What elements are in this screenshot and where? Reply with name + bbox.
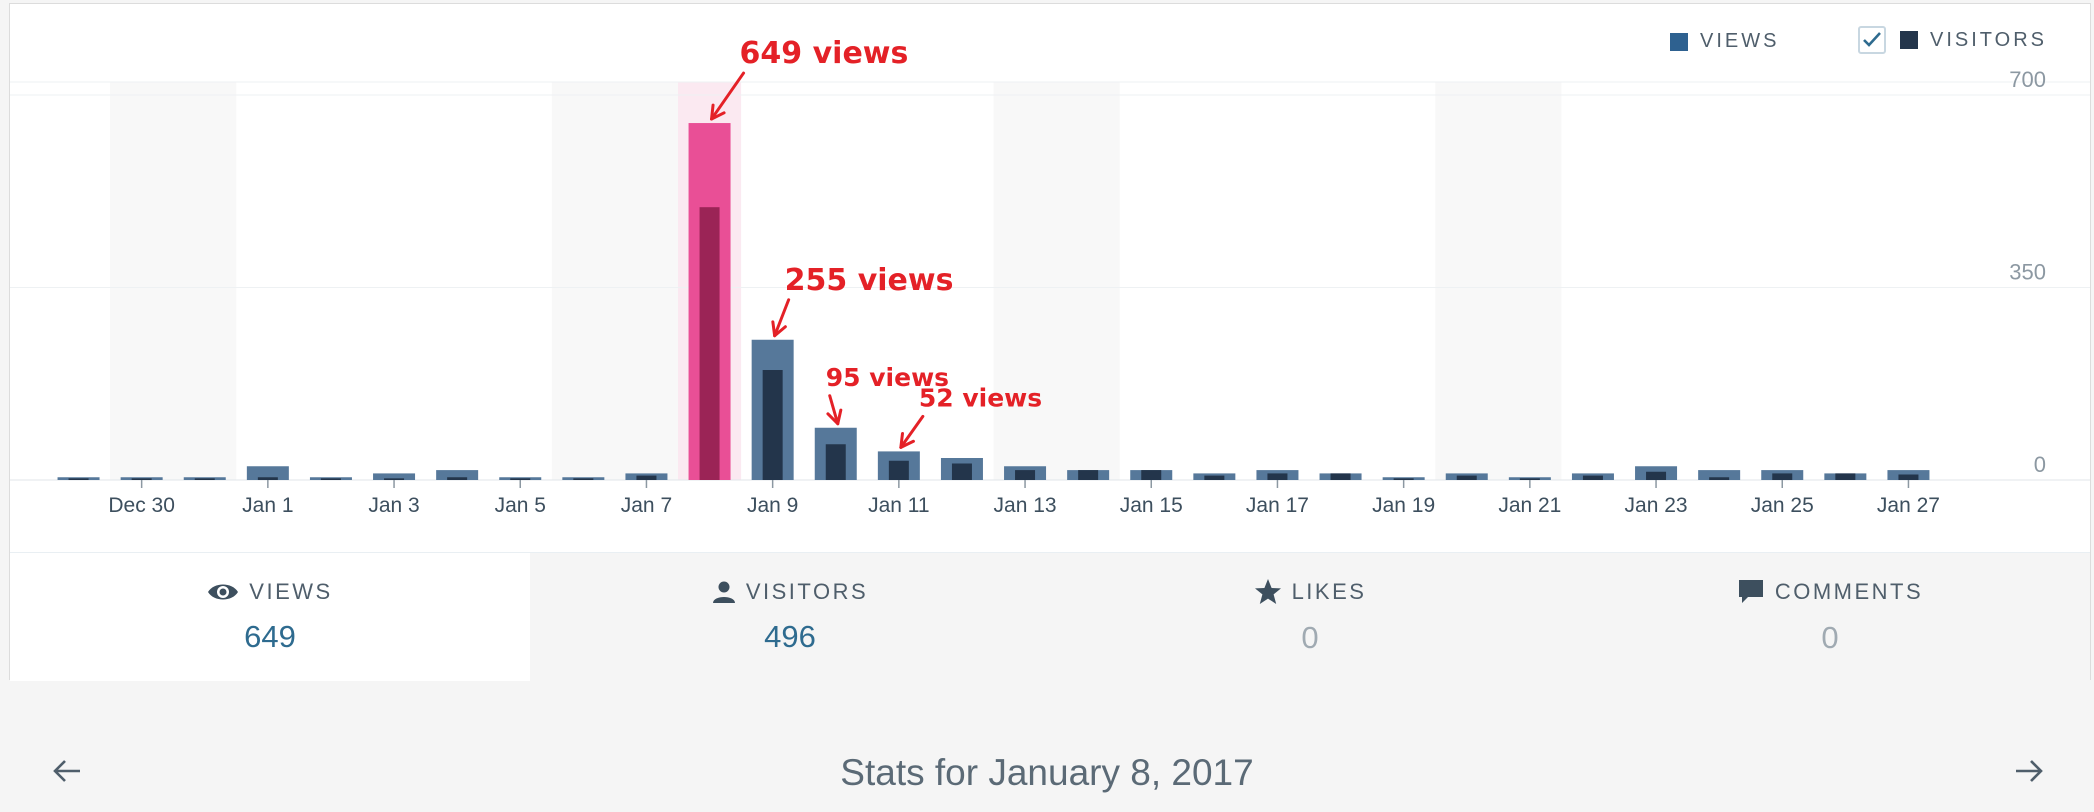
x-tick-label: Jan 7 (621, 494, 672, 517)
visitors-bar (573, 478, 594, 480)
views-swatch (1670, 32, 1688, 51)
visitors-bar (510, 478, 531, 480)
visitors-bar (194, 478, 215, 480)
legend-visitors[interactable]: VISITORS (1858, 26, 2047, 54)
y-tick-label: 700 (2009, 67, 2046, 92)
visitors-bar (762, 370, 783, 480)
person-icon (712, 581, 735, 603)
star-icon (1254, 579, 1281, 604)
visitors-bar (1835, 473, 1856, 480)
annotation-label: 255 views (785, 263, 954, 298)
visitors-bar (888, 460, 909, 480)
x-tick-label: Jan 3 (368, 494, 419, 517)
visitors-bar (1898, 474, 1919, 480)
tab-views[interactable]: VIEWS 649 (10, 553, 530, 681)
x-tick-label: Jan 21 (1498, 494, 1561, 517)
x-tick-label: Jan 23 (1625, 494, 1688, 517)
legend-visitors-label: VISITORS (1930, 28, 2047, 51)
visitors-bar (447, 477, 468, 480)
x-tick-label: Jan 13 (994, 494, 1057, 517)
visitors-bar (1330, 473, 1351, 480)
views-bar (1698, 470, 1741, 480)
tab-views-value: 649 (244, 619, 296, 654)
annotation-label: 95 views (826, 363, 949, 392)
y-tick-label: 0 (2034, 452, 2046, 477)
tab-comments[interactable]: COMMENTS 0 (1570, 553, 2090, 681)
x-tick-label: Jan 19 (1372, 494, 1435, 517)
views-bar (246, 466, 289, 480)
comment-icon (1738, 580, 1763, 603)
visitors-bar (68, 478, 89, 480)
legend-views-label: VIEWS (1700, 30, 1780, 52)
chart-legend: VIEWS VISITORS (10, 4, 2090, 84)
visitors-bar (1772, 473, 1793, 480)
tab-visitors[interactable]: VISITORS 496 (530, 553, 1050, 681)
views-bar (436, 470, 479, 480)
x-tick-label: Jan 9 (747, 494, 798, 517)
visitors-bar (1582, 475, 1603, 480)
bar-chart: 0 350 700 Dec 30 Jan 1 Jan 3 Jan 5 Jan 7 Jan 9 Ja… (10, 36, 2090, 517)
eye-icon (208, 584, 239, 600)
stats-date-title: Stats for January 8, 2017 (840, 752, 1254, 793)
x-tick-label: Dec 30 (108, 494, 175, 517)
weekend-band (993, 82, 1120, 480)
annotation-arrowhead (771, 320, 787, 338)
visitors-bar (1141, 470, 1162, 480)
visitors-bar (1456, 475, 1477, 480)
visitors-bar (1078, 470, 1099, 480)
tab-visitors-label: VISITORS (745, 579, 869, 604)
weekend-band (1435, 82, 1562, 480)
visitors-checkbox[interactable] (1858, 26, 1886, 54)
annotation-arrowhead (710, 103, 726, 121)
x-tick-label: Jan 11 (868, 494, 930, 517)
visitors-bar (1015, 470, 1036, 480)
visitors-bar (384, 478, 405, 480)
x-tick-label: Jan 5 (495, 494, 546, 517)
visitors-bar (131, 478, 152, 480)
y-tick-label: 350 (2009, 260, 2046, 285)
annotation-arrow (828, 394, 840, 426)
tab-visitors-value: 496 (764, 619, 816, 654)
visitors-bar (320, 478, 341, 480)
tab-views-label: VIEWS (249, 579, 333, 604)
visitors-bar (636, 475, 657, 480)
tab-likes[interactable]: LIKES 0 (1050, 553, 1570, 681)
x-tick-label: Jan 27 (1877, 494, 1940, 517)
visitors-bar (1709, 477, 1730, 480)
weekend-band (110, 82, 237, 480)
arrow-left-icon[interactable] (52, 758, 82, 784)
visitors-bar (825, 444, 846, 480)
visitors-bar (1393, 478, 1414, 480)
stats-tabs: VIEWS 649 VISITORS 496 LIKES 0 (10, 552, 2090, 681)
legend-views[interactable]: VIEWS (1670, 30, 1779, 53)
annotation-arrow (899, 414, 925, 449)
annotation-arrowhead (899, 431, 915, 449)
visitors-bar (1646, 471, 1667, 480)
visitors-bar (1519, 478, 1540, 480)
visitors-bar (1267, 473, 1288, 480)
tab-comments-value: 0 (1821, 620, 1839, 655)
tab-likes-label: LIKES (1291, 579, 1367, 604)
stats-chart-card: VIEWS VISITORS 0 350 700 Dec 30 Jan 1 Jan 3 Ja… (9, 3, 2091, 681)
visitors-swatch (1900, 31, 1918, 49)
annotation-arrow (710, 71, 746, 121)
arrow-right-icon[interactable] (2014, 758, 2044, 784)
x-tick-label: Jan 15 (1120, 494, 1183, 517)
visitors-bar (951, 463, 972, 480)
x-tick-label: Jan 1 (242, 494, 293, 517)
tab-likes-value: 0 (1301, 620, 1319, 655)
visitors-bar (1204, 475, 1225, 480)
x-tick-label: Jan 17 (1246, 494, 1309, 517)
visitors-bar (257, 477, 278, 480)
x-tick-label: Jan 25 (1751, 494, 1814, 517)
annotation-label: 52 views (919, 383, 1042, 412)
weekend-band (551, 82, 678, 480)
visitors-bar (699, 207, 720, 480)
annotation-arrow (773, 298, 791, 338)
views-bar (373, 473, 416, 480)
tab-comments-label: COMMENTS (1774, 579, 1924, 604)
annotation-arrowhead (826, 408, 843, 426)
check-icon (1863, 32, 1881, 47)
annotation-label: 649 views (740, 36, 909, 71)
